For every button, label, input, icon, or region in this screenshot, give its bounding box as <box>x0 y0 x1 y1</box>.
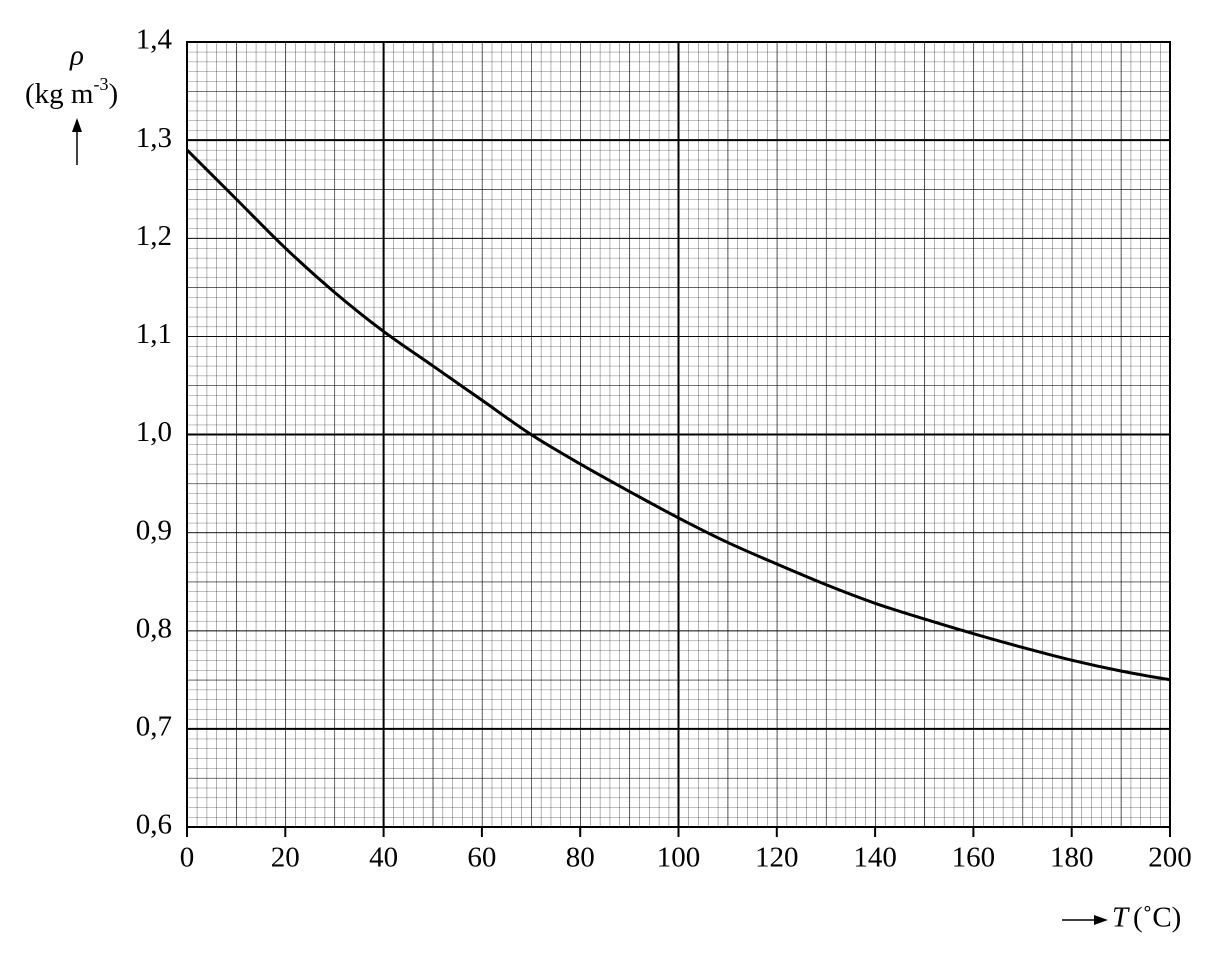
x-label-unit: (˚C) <box>1133 902 1181 934</box>
arrow-head <box>1094 915 1108 925</box>
x-tick-label: 80 <box>566 842 595 874</box>
y-label-symbol: ρ <box>69 40 84 72</box>
x-tick-label: 100 <box>657 842 701 874</box>
y-label-unit-text: (kg m <box>25 78 94 110</box>
y-tick-label: 1,2 <box>136 220 172 252</box>
y-tick-label: 1,1 <box>136 318 172 350</box>
y-label-exponent: -3 <box>93 74 108 94</box>
arrow-head <box>72 118 82 132</box>
plot-layer: 0,6 0,7 0,8 0,9 1,0 1,1 1,2 1,3 1,4 0 20 40 60 80 100 1… <box>136 24 1192 874</box>
y-label-unit: (kg m-3) <box>25 74 118 110</box>
x-tick-label: 120 <box>755 842 799 874</box>
y-arrow <box>72 118 82 165</box>
x-tick-label: 0 <box>180 842 195 874</box>
x-tick-label: 60 <box>467 842 496 874</box>
x-tick-label: 200 <box>1148 842 1192 874</box>
density-curve <box>185 148 1171 682</box>
x-arrow <box>1062 915 1108 925</box>
y-tick-label: 0,8 <box>136 612 172 644</box>
y-label-close: ) <box>108 78 118 110</box>
x-label-symbol: T <box>1112 902 1130 934</box>
x-tick-label: 160 <box>952 842 996 874</box>
x-tick-label: 140 <box>853 842 897 874</box>
y-tick-label: 1,4 <box>136 24 173 56</box>
y-tick-label: 0,6 <box>136 809 172 841</box>
y-tick-label: 0,9 <box>136 514 172 546</box>
x-tick-label: 20 <box>271 842 300 874</box>
y-tick-label: 1,3 <box>136 122 172 154</box>
y-tick-label: 0,7 <box>136 711 172 743</box>
y-tick-label: 1,0 <box>136 416 172 448</box>
x-tick-label: 40 <box>369 842 398 874</box>
x-tick-label: 180 <box>1050 842 1094 874</box>
